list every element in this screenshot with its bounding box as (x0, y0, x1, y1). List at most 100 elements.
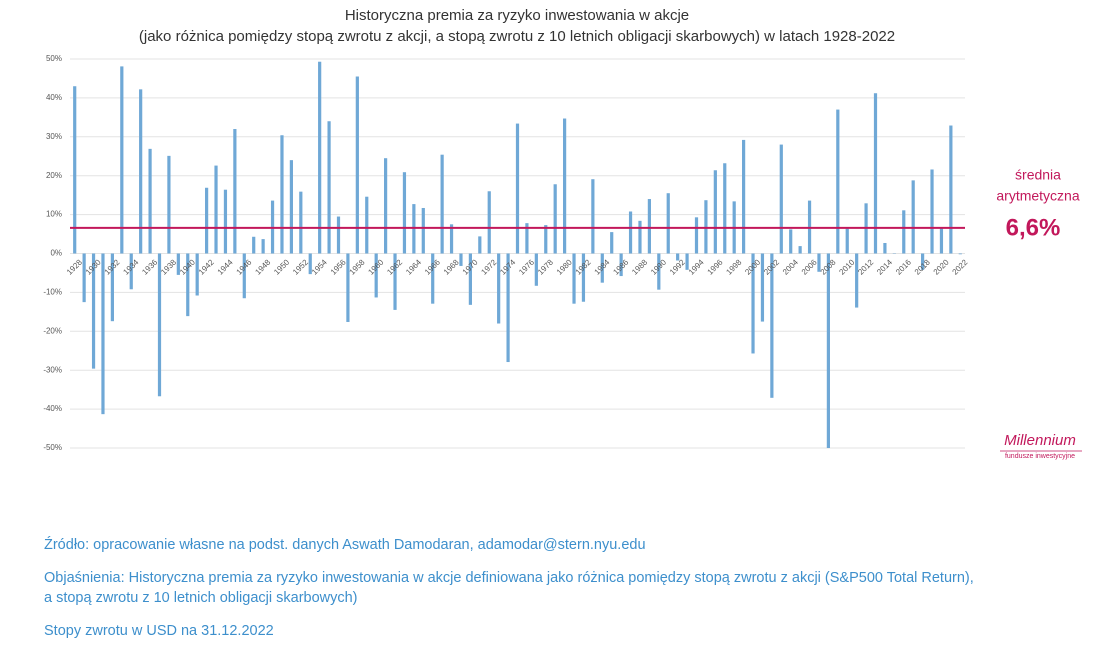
bar (713, 170, 717, 254)
bar (299, 191, 303, 254)
bar (280, 135, 284, 254)
bar (723, 163, 727, 254)
x-tick-label: 1952 (291, 257, 310, 276)
bar (393, 253, 397, 310)
bar (355, 76, 359, 254)
bar (506, 253, 510, 363)
bar (553, 184, 557, 254)
bar (148, 148, 152, 254)
mean-label: 6,6% (1006, 214, 1061, 241)
x-tick-label: 1950 (272, 257, 291, 276)
bar (760, 253, 765, 322)
x-tick-label: 1972 (479, 257, 498, 276)
bar (638, 220, 642, 254)
y-tick-label: 10% (46, 210, 62, 219)
y-tick-label: 50% (46, 54, 62, 63)
bar (242, 253, 246, 299)
x-tick-label: 2016 (894, 257, 913, 276)
bar (798, 246, 802, 254)
explanation-note: Objaśnienia: Historyczna premia za ryzyk… (44, 570, 974, 586)
bar (911, 180, 915, 254)
bar (365, 196, 369, 254)
x-tick-label: 1956 (329, 257, 348, 276)
x-tick-label: 1998 (724, 257, 743, 276)
bar (619, 253, 623, 277)
bar (751, 253, 755, 354)
y-tick-label: 40% (46, 93, 62, 102)
bar (628, 211, 633, 254)
bar (261, 239, 265, 254)
x-tick-label: 1992 (668, 257, 687, 276)
bar (440, 154, 444, 254)
bar (468, 253, 472, 305)
x-tick-label: 2010 (837, 257, 856, 276)
bar (515, 123, 520, 254)
x-tick-label: 1938 (159, 257, 178, 276)
bar (176, 253, 180, 275)
chart-subtitle: (jako różnica pomiędzy stopą zwrotu z ak… (139, 28, 895, 45)
y-tick-label: -30% (43, 365, 62, 374)
bar (101, 253, 105, 415)
bar (82, 253, 86, 303)
bar (233, 129, 237, 254)
bar (120, 66, 124, 254)
x-tick-label: 1988 (630, 257, 649, 276)
x-tick-label: 1978 (536, 257, 555, 276)
x-tick-label: 2006 (800, 257, 819, 276)
bar (694, 217, 699, 254)
bar (327, 121, 331, 254)
x-tick-label: 1958 (348, 257, 367, 276)
bar (459, 253, 463, 266)
bar (167, 155, 171, 254)
x-tick-label: 1954 (310, 257, 329, 276)
bar (600, 253, 604, 283)
bar (610, 232, 614, 254)
bar (308, 253, 312, 275)
x-tick-label: 2012 (856, 257, 875, 276)
bar (779, 144, 783, 254)
y-tick-label: -50% (43, 443, 62, 452)
logo-tagline: fundusze inwestycyjne (1005, 453, 1075, 460)
mean-caption: średnia (1015, 167, 1061, 183)
x-tick-label: 1942 (197, 257, 216, 276)
bar (129, 253, 133, 290)
y-tick-label: 0% (50, 249, 62, 258)
bar (534, 253, 538, 286)
bar (402, 172, 407, 254)
bar (930, 169, 934, 254)
x-tick-label: 2014 (875, 257, 894, 276)
bar (421, 207, 425, 254)
bar (214, 165, 218, 254)
x-tick-label: 2020 (932, 257, 951, 276)
bar (770, 253, 774, 398)
y-tick-label: 30% (46, 132, 62, 141)
x-tick-label: 1928 (65, 257, 84, 276)
x-tick-label: 2022 (951, 257, 970, 276)
bar (883, 242, 887, 254)
bar (139, 89, 143, 254)
bar (449, 224, 454, 254)
bar (845, 228, 849, 254)
bar (789, 229, 793, 254)
x-tick-label: 1936 (140, 257, 159, 276)
x-tick-label: 1944 (216, 257, 235, 276)
logo-name: Millennium (1004, 432, 1076, 449)
bar (921, 253, 925, 270)
bar (525, 223, 529, 254)
y-tick-label: 20% (46, 171, 62, 180)
source-note: Źródło: opracowanie własne na podst. dan… (44, 536, 646, 553)
x-tick-label: 1996 (706, 257, 725, 276)
bar (91, 253, 96, 369)
chart-title: Historyczna premia za ryzyko inwestowani… (345, 7, 689, 24)
x-tick-label: 1964 (404, 257, 423, 276)
x-tick-label: 1980 (555, 257, 574, 276)
bar (195, 253, 199, 296)
bar (647, 199, 651, 254)
bar (73, 86, 77, 254)
bar (252, 236, 256, 254)
bar (657, 253, 661, 290)
x-tick-label: 2004 (781, 257, 800, 276)
bar (223, 189, 228, 254)
bar (318, 61, 322, 254)
